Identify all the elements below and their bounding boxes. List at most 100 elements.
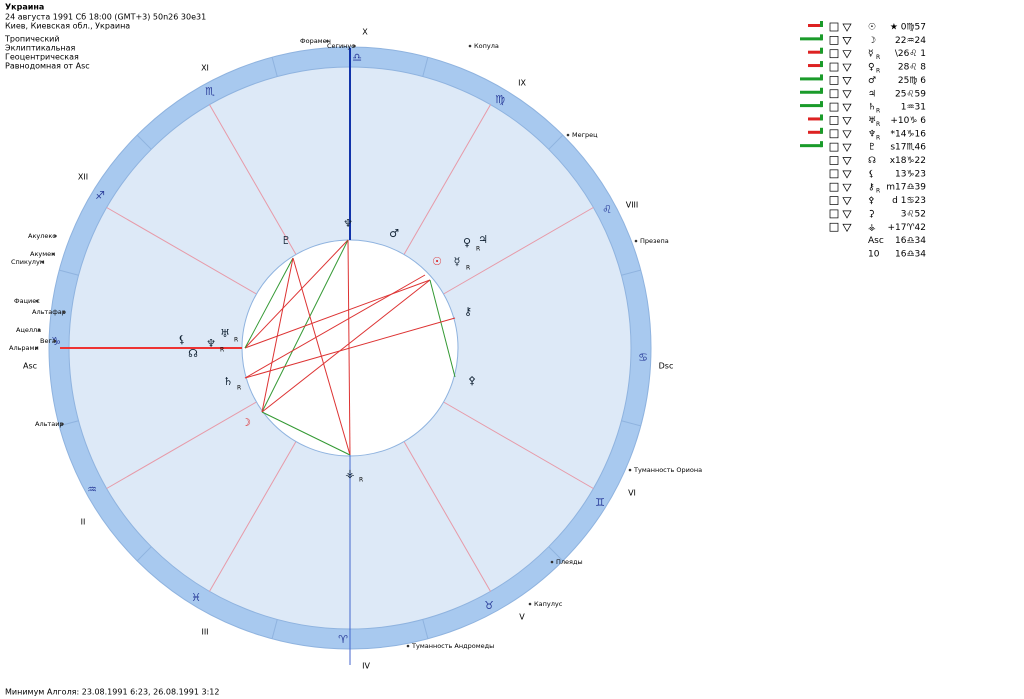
star-dot (353, 44, 356, 48)
zodiac-sign: ♋ (638, 351, 648, 364)
setting: Геоцентрическая (5, 53, 79, 62)
star-name: Капулус (534, 600, 563, 608)
planet-symbol: 10 (868, 249, 880, 259)
star-dot (53, 339, 57, 343)
house-label: X (362, 28, 368, 37)
planet-position: 13♑23 (895, 169, 926, 179)
planet-glyph: ♆ (343, 217, 353, 230)
planet-position: m17♎39 (886, 183, 926, 193)
house-label: V (519, 613, 525, 622)
element-icon (842, 210, 852, 219)
planet-glyph: ⚸ (178, 333, 186, 346)
zodiac-sign: ♊ (595, 496, 605, 509)
strength-bar (820, 34, 823, 41)
house-label: Asc (23, 362, 37, 371)
star-name: Акумен (30, 250, 55, 258)
planet-position: 25♌59 (895, 89, 926, 99)
strength-bar (820, 114, 823, 121)
planet-position: ★ 0♍57 (890, 23, 926, 33)
aspect-box (829, 49, 839, 59)
ring-divider (548, 134, 564, 150)
planet-symbol: ♆ (868, 129, 876, 139)
star-dot (35, 346, 38, 350)
strength-bar (820, 61, 823, 68)
star-name: Акулекс (28, 232, 56, 240)
strength-bar (800, 77, 822, 81)
planet-symbol: ♅ (868, 116, 876, 126)
planet-position: 3♌52 (901, 209, 926, 219)
house-cusp (106, 401, 257, 489)
zodiac-sign: ♍ (495, 93, 505, 106)
star-name: Ацелла (16, 326, 41, 334)
star-dot (35, 299, 39, 303)
retro-mark: R (876, 68, 880, 75)
element-icon (842, 143, 852, 152)
planet-position: 25♍ 6 (898, 76, 926, 86)
house-label: III (201, 628, 208, 637)
planet-symbol: Asc (868, 236, 884, 246)
planet-position: *14♑16 (891, 129, 927, 139)
star-dot (634, 239, 638, 243)
planet-position: +10♑ 6 (890, 116, 926, 126)
element-icon (842, 50, 852, 59)
star-name: Копула (474, 42, 499, 50)
aspect-box (829, 182, 839, 192)
element-icon (842, 183, 852, 192)
strength-bar (820, 101, 823, 108)
planet-position: d 1♋23 (892, 196, 926, 206)
retro-mark: R (220, 347, 224, 354)
aspect-box (829, 156, 839, 165)
element-icon (842, 170, 852, 179)
element-icon (842, 117, 852, 126)
star-name: Альрами (9, 344, 39, 352)
house-label: VI (628, 489, 636, 498)
element-icon (842, 197, 852, 206)
star-name: Туманность Андромеды (411, 642, 494, 650)
planet-symbol: ♇ (868, 143, 876, 153)
house-label: Dsc (659, 362, 674, 371)
setting: Равнодомная от Asc (5, 62, 90, 71)
house-label: XII (78, 173, 88, 182)
aspect-box (829, 142, 839, 152)
house-cusp (443, 401, 594, 489)
planet-position: 1♒31 (901, 103, 926, 113)
planet-position: x18♑22 (890, 156, 926, 166)
date-line: 24 августа 1991 Сб 18:00 (GMT+3) 50n26 3… (5, 13, 206, 22)
house-label: XI (201, 64, 209, 73)
retro-mark: R (876, 134, 880, 141)
retro-mark: R (876, 188, 880, 195)
positions-table: ☉ ★ 0♍57☽ 22♒24☿ R \26♌ 1♀ R 28♌ 8♂ 25♍ 6♃ 25♌59… (800, 21, 926, 259)
title: Украина (5, 3, 44, 12)
aspect-box (829, 169, 839, 179)
strength-bar (808, 130, 822, 134)
planet-glyph: ♆ (206, 337, 216, 350)
planet-glyph: ⚶ (345, 467, 354, 480)
planet-symbol: ♂ (868, 76, 876, 86)
element-icon (842, 63, 852, 72)
star-dot (528, 602, 532, 606)
ring-divider (271, 619, 278, 639)
element-icon (842, 157, 852, 166)
planet-position: +17♈42 (887, 223, 926, 233)
aspect-box (829, 129, 839, 139)
planet-glyph: ☽ (241, 416, 251, 429)
ring-divider (422, 619, 429, 639)
planet-symbol: ♄ (868, 103, 876, 113)
star-dot (628, 468, 632, 472)
element-icon (842, 223, 852, 232)
wheel (48, 46, 652, 665)
retro-mark: R (876, 54, 880, 61)
zodiac-sign: ♉ (484, 599, 494, 612)
house-cusp (209, 441, 297, 592)
planet-glyph: ⚴ (468, 374, 476, 387)
setting: Эклиптикальная (5, 44, 76, 53)
strength-bar (800, 90, 822, 94)
strength-bar (820, 127, 823, 134)
element-icon (842, 77, 852, 86)
star-name: Спикулум (11, 258, 45, 266)
element-icon (842, 23, 852, 32)
star-dot (37, 328, 41, 332)
element-icon (842, 130, 852, 139)
star-dot (62, 310, 65, 314)
zodiac-sign: ♌ (602, 203, 612, 216)
